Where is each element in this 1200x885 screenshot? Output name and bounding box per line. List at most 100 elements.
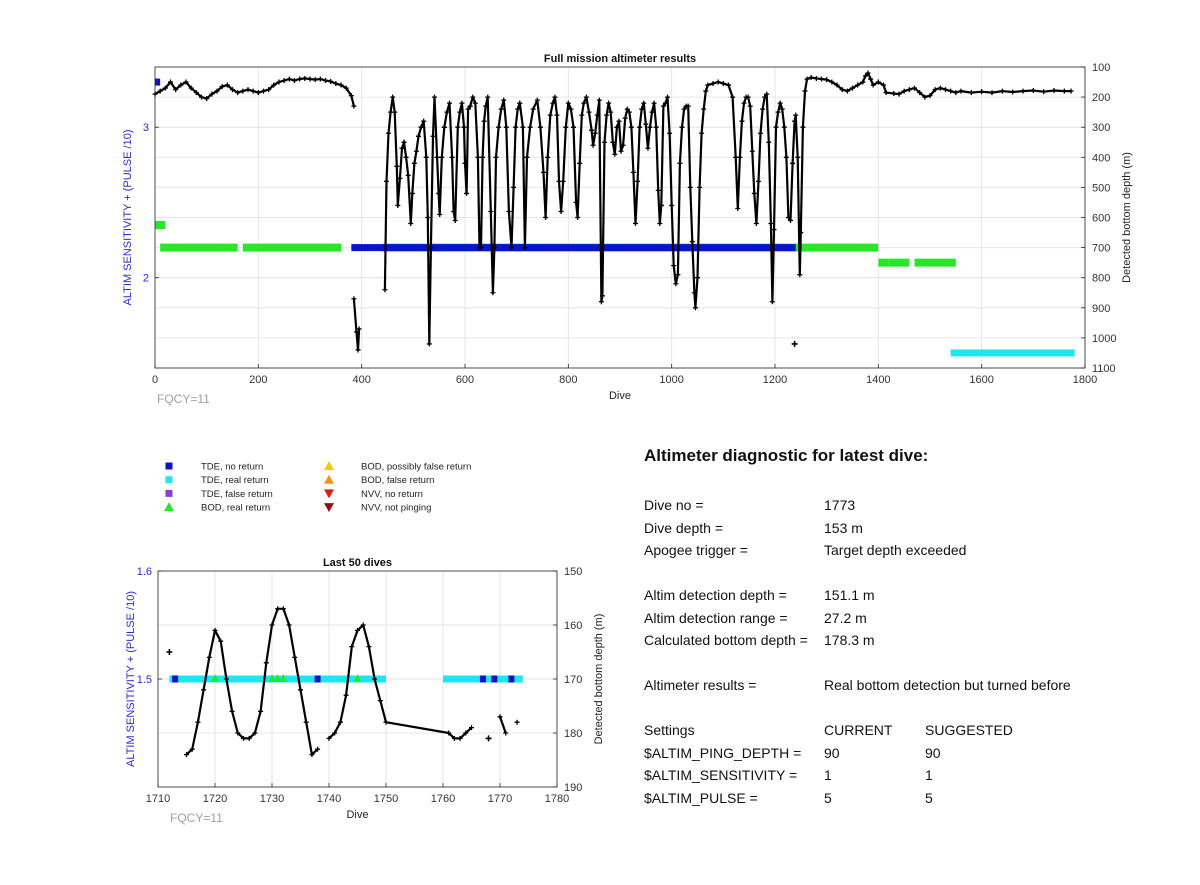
depth-point — [178, 82, 184, 88]
depth-point — [315, 746, 321, 752]
depth-point — [1020, 88, 1026, 94]
depth-point — [199, 94, 204, 100]
depth-point — [230, 87, 235, 93]
depth-point — [667, 130, 673, 136]
depth-point — [524, 154, 530, 160]
depth-point — [643, 121, 649, 127]
depth-point — [490, 290, 496, 296]
legend-label: BOD, possibly false return — [361, 462, 471, 473]
y-left-tick-label: 1.6 — [137, 566, 152, 578]
depth-point — [658, 202, 664, 208]
depth-point — [575, 215, 581, 220]
depth-point — [543, 215, 549, 220]
legend — [164, 461, 334, 513]
depth-point — [906, 87, 912, 93]
depth-series-line — [185, 607, 319, 756]
depth-point — [819, 76, 824, 82]
depth-point — [692, 305, 698, 311]
depth-point — [691, 290, 697, 296]
depth-point — [797, 272, 803, 278]
depth-point — [457, 735, 463, 741]
depth-point — [1010, 89, 1016, 95]
depth-point — [630, 169, 636, 175]
x-tick-label: 1720 — [203, 793, 227, 805]
depth-point — [999, 88, 1005, 94]
depth-point — [246, 735, 252, 741]
depth-point — [720, 81, 726, 87]
depth-point — [255, 90, 261, 96]
depth-point — [552, 94, 558, 100]
status-band — [888, 258, 910, 267]
depth-point — [286, 622, 292, 628]
chart-title: Last 50 dives — [323, 557, 392, 569]
depth-point — [437, 211, 443, 217]
depth-point — [481, 118, 487, 124]
depth-point — [560, 178, 566, 184]
y-right-tick-label: 160 — [564, 620, 582, 632]
depth-point — [753, 221, 759, 227]
status-marker — [353, 674, 362, 682]
depth-point — [608, 109, 614, 115]
depth-point — [798, 230, 804, 236]
diag-value: Target depth exceeded — [824, 542, 967, 559]
depth-point — [660, 103, 666, 109]
depth-point — [762, 94, 768, 100]
depth-point — [639, 106, 645, 112]
depth-point — [589, 127, 595, 133]
settings-key: $ALTIM_SENSITIVITY = — [644, 767, 798, 784]
depth-point — [206, 654, 212, 660]
depth-point — [751, 190, 757, 196]
depth-series-line — [383, 96, 406, 290]
legend-label: TDE, real return — [201, 475, 269, 486]
settings-suggested: SUGGESTED — [925, 721, 1013, 738]
depth-point — [641, 100, 647, 106]
depth-point — [558, 208, 564, 214]
full-chart — [152, 66, 1086, 369]
status-marker — [268, 674, 276, 682]
depth-point — [953, 90, 959, 96]
depth-point — [240, 88, 246, 94]
y-right-tick-label: 100 — [1092, 62, 1110, 74]
depth-point — [726, 82, 731, 88]
depth-point — [372, 676, 378, 682]
legend-marker — [164, 502, 174, 512]
depth-series-line — [469, 96, 521, 294]
depth-series-line — [498, 716, 507, 734]
depth-point — [793, 112, 799, 118]
depth-point — [485, 735, 492, 742]
depth-point — [263, 660, 269, 666]
depth-point — [451, 208, 457, 214]
depth-point — [860, 79, 866, 85]
y-right-tick-label: 200 — [1092, 92, 1110, 104]
depth-point — [968, 90, 974, 96]
depth-point — [338, 82, 344, 88]
depth-point — [618, 148, 624, 154]
diag-key: Altimeter results = — [644, 677, 757, 694]
depth-point — [297, 76, 303, 82]
depth-point — [1068, 88, 1074, 94]
depth-point — [749, 148, 755, 154]
depth-point — [480, 154, 486, 160]
legend-marker — [165, 476, 173, 484]
depth-point — [426, 341, 432, 347]
y-right-tick-label: 170 — [564, 674, 582, 686]
x-tick-label: 0 — [152, 374, 158, 386]
status-marker — [211, 674, 219, 682]
legend-marker — [324, 474, 334, 484]
depth-point — [775, 109, 781, 115]
depth-point — [875, 79, 881, 85]
legend-marker — [324, 489, 334, 499]
depth-point — [571, 124, 576, 130]
settings-current: CURRENT — [824, 721, 893, 738]
depth-point — [737, 154, 743, 160]
depth-point — [550, 100, 556, 106]
depth-point — [449, 154, 455, 160]
depth-point — [351, 103, 357, 109]
depth-point — [687, 184, 693, 190]
status-marker — [273, 674, 282, 682]
depth-point — [441, 124, 447, 130]
depth-point — [577, 160, 583, 166]
status-marker — [314, 675, 321, 683]
x-axis-label: Dive — [609, 390, 631, 402]
